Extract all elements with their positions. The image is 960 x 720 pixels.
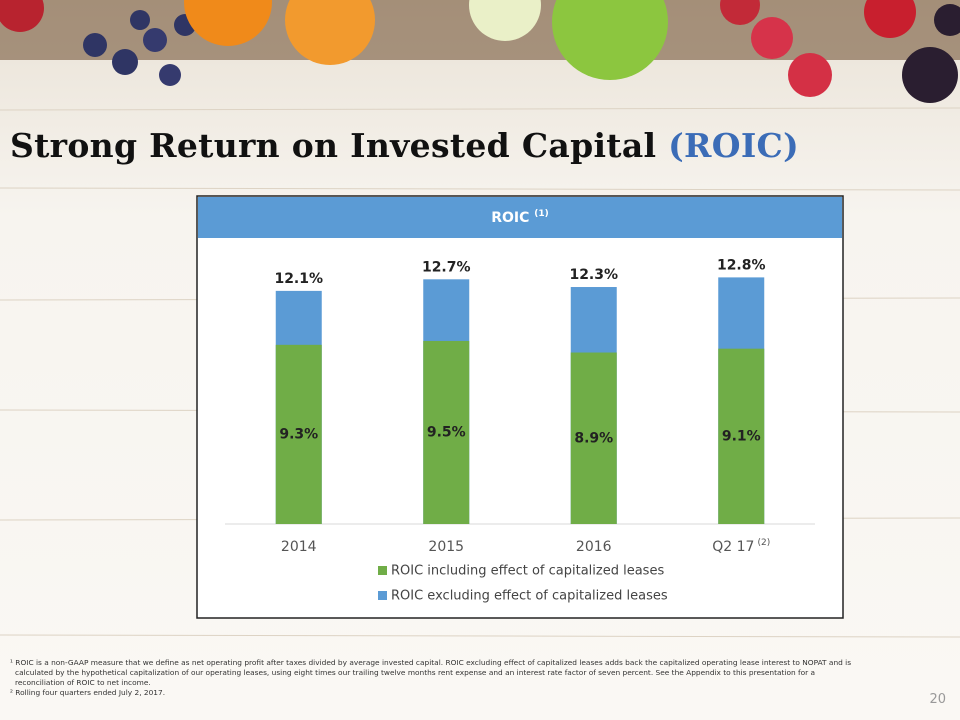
data-label: 12.1%: [274, 271, 323, 287]
legend-swatch: [378, 566, 387, 575]
category-text: 2015: [428, 539, 464, 555]
x-tick-label: 2015: [428, 539, 464, 555]
category-text: 2016: [576, 539, 612, 555]
bar: [275, 344, 322, 524]
data-label: 9.3%: [279, 426, 318, 442]
chart-header: [198, 197, 842, 238]
x-tick-label: 2016: [576, 539, 612, 555]
data-label: 8.9%: [574, 430, 613, 446]
legend-label: ROIC including effect of capitalized lea…: [391, 564, 664, 579]
footnote: ¹ ROIC is a non-GAAP measure that we def…: [10, 658, 852, 687]
category-text: Q2 17: [712, 539, 754, 555]
bar: [718, 348, 765, 524]
data-label: 12.8%: [717, 257, 766, 273]
category-text: 2014: [281, 539, 317, 555]
legend-swatch: [378, 591, 387, 600]
bar: [570, 352, 617, 524]
category-note: (2): [757, 538, 770, 548]
footnotes: ¹ ROIC is a non-GAAP measure that we def…: [10, 658, 855, 698]
footnote: ² Rolling four quarters ended July 2, 20…: [10, 688, 166, 697]
fruit-decoration: [0, 0, 960, 103]
x-tick-label: 2014: [281, 539, 317, 555]
title-text: Strong Return on Invested Capital: [10, 126, 657, 165]
slide-title: Strong Return on Invested Capital (ROIC): [10, 126, 799, 165]
chart-title-note: (1): [534, 209, 549, 219]
title-highlight: (ROIC): [668, 126, 800, 165]
data-label: 9.1%: [722, 428, 761, 444]
x-tick-label: Q2 17 (2): [712, 538, 770, 556]
data-label: 9.5%: [427, 424, 466, 440]
data-label: 12.7%: [422, 259, 471, 275]
chart-title: ROIC (1): [491, 209, 549, 227]
chart-title-text: ROIC: [491, 210, 529, 226]
data-label: 12.3%: [569, 267, 618, 283]
legend-label: ROIC excluding effect of capitalized lea…: [391, 589, 668, 604]
page-number: 20: [929, 692, 946, 707]
bar: [423, 340, 470, 524]
